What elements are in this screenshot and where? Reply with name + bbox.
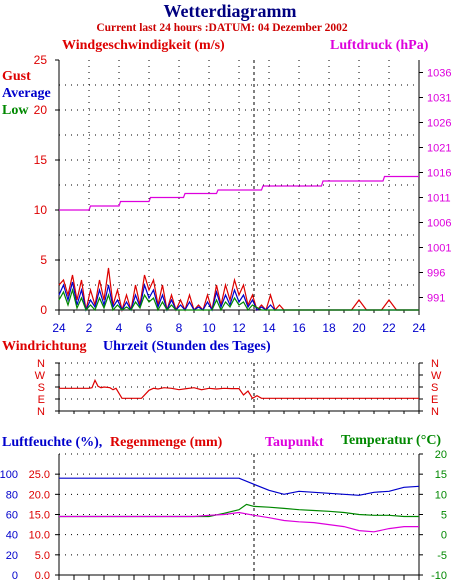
direction-tick-label-right: N	[431, 358, 439, 370]
wind-tick-label: 10	[34, 203, 48, 217]
wind-axis-title: Windgeschwindigkeit (m/s)	[62, 38, 225, 53]
time-tick-label: 6	[146, 321, 153, 335]
series-taupunkt-line	[59, 511, 419, 533]
humidity-tick-label: 80	[6, 489, 18, 501]
temperature-tick-label: 20	[435, 449, 447, 461]
humidity-tick-label: 0	[12, 570, 18, 582]
series-temperatur-c--line	[59, 503, 419, 518]
pressure-tick-label: 1036	[427, 68, 451, 80]
temperature-tick-label: 15	[435, 469, 447, 481]
temperature-tick-label: -5	[437, 550, 447, 562]
time-tick-label: 10	[202, 321, 216, 335]
time-tick-label: 8	[176, 321, 183, 335]
rain-tick-label: 0.0	[35, 570, 50, 582]
dewpoint-axis-title: Taupunkt	[265, 435, 324, 450]
legend-average: Average	[2, 86, 51, 101]
legend-gust: Gust	[2, 69, 31, 84]
direction-tick-label: S	[38, 382, 45, 394]
temperature-tick-label: 10	[435, 489, 447, 501]
pressure-tick-label: 996	[427, 268, 445, 280]
direction-tick-label-right: E	[431, 394, 438, 406]
page-subtitle: Current last 24 hours :DATUM: 04 Dezembe…	[96, 22, 348, 34]
rain-tick-label: 20.0	[29, 489, 50, 501]
direction-tick-label-right: S	[431, 382, 438, 394]
temperature-tick-label: -10	[431, 570, 447, 582]
rain-tick-label: 10.0	[29, 530, 50, 542]
legend-low: Low	[2, 103, 29, 118]
wind-panel: 0510152025991996100110061011101610211026…	[34, 53, 452, 335]
pressure-tick-label: 991	[427, 293, 445, 305]
wind-tick-label: 15	[34, 153, 48, 167]
time-tick-label: 4	[116, 321, 123, 335]
rain-tick-label: 5.0	[35, 550, 50, 562]
direction-tick-label: W	[35, 370, 46, 382]
humidity-tick-label: 100	[0, 469, 18, 481]
time-axis-title: Uhrzeit (Stunden des Tages)	[103, 339, 271, 354]
pressure-tick-label: 1011	[427, 193, 451, 205]
rain-axis-title: Regenmenge (mm)	[110, 435, 223, 450]
humidity-tick-label: 60	[6, 510, 18, 522]
pressure-tick-label: 1001	[427, 243, 451, 255]
temperature-tick-label: 5	[441, 510, 447, 522]
pressure-tick-label: 1026	[427, 118, 451, 130]
series-windrichtung-line	[59, 378, 419, 400]
time-tick-label: 14	[262, 321, 276, 335]
time-tick-label: 20	[352, 321, 366, 335]
series-luftfeuchte--line	[59, 477, 420, 496]
series-average-line	[58, 281, 419, 312]
pressure-tick-label: 1021	[427, 143, 451, 155]
rain-tick-label: 15.0	[29, 510, 50, 522]
direction-tick-label: N	[37, 358, 45, 370]
series-luftdruck-hpa--line	[59, 175, 419, 211]
rain-tick-label: 25.0	[29, 469, 50, 481]
series-low-line	[58, 287, 419, 312]
time-tick-label: 24	[52, 321, 66, 335]
direction-tick-label-right: W	[431, 370, 442, 382]
temperature-tick-label: 0	[441, 530, 447, 542]
pressure-axis-title: Luftdruck (hPa)	[330, 38, 429, 53]
wind-tick-label: 20	[34, 103, 48, 117]
wind-tick-label: 5	[40, 253, 47, 267]
wind-tick-label: 0	[40, 303, 47, 317]
time-tick-label: 18	[322, 321, 336, 335]
direction-tick-label-right: N	[431, 406, 439, 418]
time-tick-label: 12	[232, 321, 246, 335]
direction-axis-title: Windrichtung	[2, 339, 87, 354]
time-tick-label: 16	[292, 321, 306, 335]
climate-panel: 0 0.0 20 5.0 40 10.0 60 15.0 80 20.0 100 25.0 -10 -5 0…	[0, 449, 447, 582]
humidity-tick-label: 40	[6, 530, 18, 542]
humidity-axis-title: Luftfeuchte (%),	[2, 435, 102, 450]
temperature-axis-title: Temperatur (°C)	[341, 433, 441, 448]
pressure-tick-label: 1031	[427, 93, 451, 105]
time-tick-label: 24	[412, 321, 426, 335]
humidity-tick-label: 20	[6, 550, 18, 562]
page-title: Wetterdiagramm	[164, 1, 297, 21]
direction-tick-label: N	[37, 406, 45, 418]
wind-tick-label: 25	[34, 53, 48, 67]
pressure-tick-label: 1006	[427, 218, 451, 230]
time-tick-label: 22	[382, 321, 396, 335]
direction-panel: N NE ES SW WN N	[35, 358, 442, 418]
time-tick-label: 2	[86, 321, 93, 335]
direction-tick-label: E	[38, 394, 45, 406]
pressure-tick-label: 1016	[427, 168, 451, 180]
